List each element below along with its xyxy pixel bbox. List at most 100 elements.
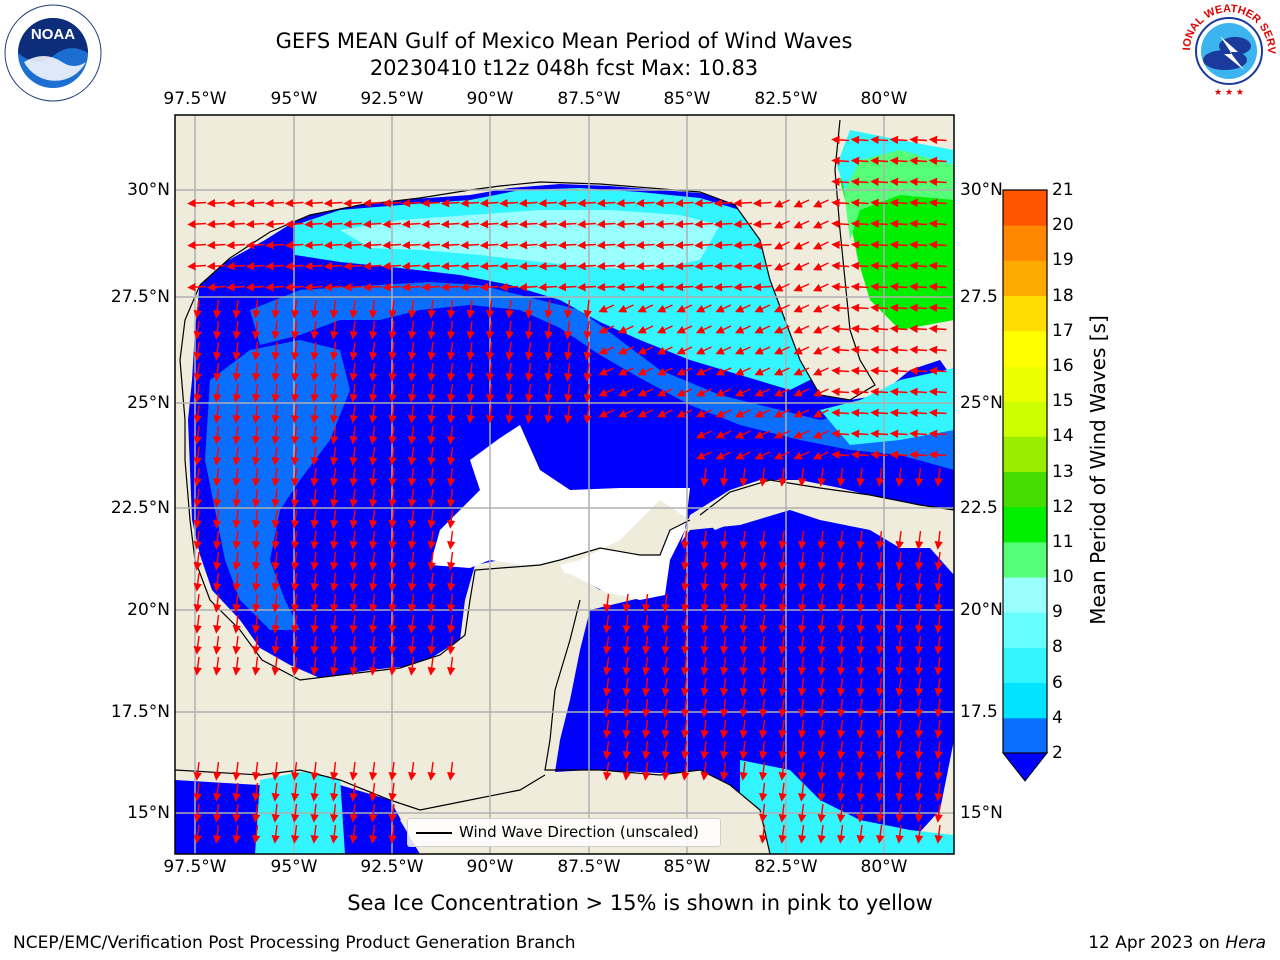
wind-wave-arrow bbox=[617, 388, 634, 397]
wind-wave-arrow bbox=[934, 614, 943, 634]
wind-wave-arrow bbox=[427, 425, 436, 445]
wind-wave-arrow bbox=[656, 304, 673, 313]
wind-wave-arrow bbox=[856, 593, 865, 613]
wind-wave-arrow bbox=[928, 261, 947, 271]
wind-wave-arrow bbox=[252, 320, 261, 340]
wind-wave-arrow bbox=[349, 551, 358, 571]
wind-wave-arrow bbox=[232, 803, 241, 823]
wind-wave-arrow bbox=[661, 635, 670, 655]
wind-wave-arrow bbox=[460, 282, 480, 292]
wind-wave-arrow bbox=[349, 425, 358, 445]
wind-wave-arrow bbox=[752, 198, 772, 208]
wind-wave-arrow bbox=[310, 446, 319, 466]
wind-wave-arrow bbox=[759, 761, 768, 781]
wind-wave-arrow bbox=[310, 656, 319, 676]
colorbar-tick-label: 19 bbox=[1052, 250, 1074, 271]
wind-wave-arrow bbox=[330, 383, 339, 403]
wind-wave-arrow bbox=[850, 156, 869, 166]
wind-wave-arrow bbox=[232, 446, 241, 466]
wind-wave-arrow bbox=[466, 404, 475, 424]
wind-wave-arrow bbox=[695, 346, 712, 355]
wind-wave-arrow bbox=[369, 551, 378, 571]
wind-wave-arrow bbox=[909, 408, 928, 418]
wind-wave-arrow bbox=[408, 761, 417, 781]
wind-wave-arrow bbox=[310, 362, 319, 382]
wind-wave-arrow bbox=[330, 635, 339, 655]
wind-wave-arrow bbox=[213, 404, 222, 424]
wind-wave-arrow bbox=[720, 656, 729, 676]
wind-wave-arrow bbox=[193, 341, 202, 361]
wind-wave-arrow bbox=[544, 320, 553, 340]
wind-wave-arrow bbox=[831, 408, 850, 418]
wind-wave-arrow bbox=[928, 177, 947, 187]
wind-wave-arrow bbox=[889, 156, 908, 166]
wind-wave-arrow bbox=[889, 345, 908, 355]
wind-wave-arrow bbox=[291, 320, 300, 340]
wind-wave-arrow bbox=[232, 551, 241, 571]
wind-wave-arrow bbox=[642, 635, 651, 655]
wind-wave-arrow bbox=[915, 614, 924, 634]
wind-wave-arrow bbox=[812, 367, 829, 376]
wind-wave-arrow bbox=[577, 282, 597, 292]
wind-wave-arrow bbox=[349, 614, 358, 634]
wind-wave-arrow bbox=[681, 698, 690, 718]
wind-wave-arrow bbox=[518, 219, 538, 229]
wind-wave-arrow bbox=[447, 656, 456, 676]
wind-wave-arrow bbox=[934, 551, 943, 571]
wind-wave-arrow bbox=[505, 383, 514, 403]
wind-wave-arrow bbox=[793, 367, 810, 376]
wind-wave-arrow bbox=[226, 261, 246, 271]
wind-wave-arrow bbox=[778, 467, 787, 487]
wind-wave-arrow bbox=[206, 282, 226, 292]
wind-wave-arrow bbox=[642, 614, 651, 634]
wind-wave-arrow bbox=[271, 656, 280, 676]
wind-wave-arrow bbox=[193, 656, 202, 676]
wind-wave-arrow bbox=[232, 467, 241, 487]
wind-wave-arrow bbox=[793, 220, 810, 229]
wind-wave-arrow bbox=[369, 383, 378, 403]
wind-wave-arrow bbox=[427, 551, 436, 571]
wind-wave-arrow bbox=[759, 614, 768, 634]
lat-label: 22.5°N bbox=[110, 498, 170, 518]
wind-wave-arrow bbox=[837, 467, 846, 487]
wind-wave-arrow bbox=[850, 219, 869, 229]
wind-wave-arrow bbox=[773, 451, 790, 460]
wind-wave-arrow bbox=[369, 509, 378, 529]
wind-wave-arrow bbox=[388, 509, 397, 529]
wind-wave-arrow bbox=[271, 320, 280, 340]
wind-wave-arrow bbox=[271, 614, 280, 634]
wind-wave-arrow bbox=[213, 656, 222, 676]
wind-wave-arrow bbox=[291, 425, 300, 445]
wind-wave-arrow bbox=[193, 446, 202, 466]
wind-wave-arrow bbox=[876, 761, 885, 781]
wind-wave-arrow bbox=[388, 635, 397, 655]
wind-wave-arrow bbox=[635, 240, 655, 250]
wind-wave-arrow bbox=[915, 530, 924, 550]
wind-wave-arrow bbox=[271, 446, 280, 466]
wind-wave-arrow bbox=[642, 740, 651, 760]
noaa-logo: NOAA bbox=[4, 4, 102, 102]
wind-wave-arrow bbox=[713, 240, 733, 250]
wind-wave-arrow bbox=[837, 635, 846, 655]
wind-wave-arrow bbox=[349, 467, 358, 487]
wind-wave-arrow bbox=[720, 572, 729, 592]
footer-credit: NCEP/EMC/Verification Post Processing Pr… bbox=[13, 933, 576, 953]
wind-wave-arrow bbox=[499, 261, 519, 271]
noaa-logo-text: NOAA bbox=[31, 26, 75, 43]
wind-wave-arrow bbox=[603, 698, 612, 718]
wind-wave-arrow bbox=[856, 467, 865, 487]
wind-wave-arrow bbox=[330, 614, 339, 634]
wind-wave-arrow bbox=[447, 320, 456, 340]
wind-wave-arrow bbox=[778, 782, 787, 802]
wind-wave-arrow bbox=[915, 740, 924, 760]
wind-wave-arrow bbox=[928, 219, 947, 229]
wind-wave-arrow bbox=[778, 530, 787, 550]
wind-wave-arrow bbox=[544, 362, 553, 382]
wind-wave-arrow bbox=[778, 656, 787, 676]
wind-wave-arrow bbox=[447, 362, 456, 382]
wind-wave-arrow bbox=[915, 635, 924, 655]
wind-wave-arrow bbox=[720, 740, 729, 760]
wind-wave-arrow bbox=[271, 782, 280, 802]
wind-wave-arrow bbox=[369, 362, 378, 382]
wind-wave-arrow bbox=[889, 387, 908, 397]
